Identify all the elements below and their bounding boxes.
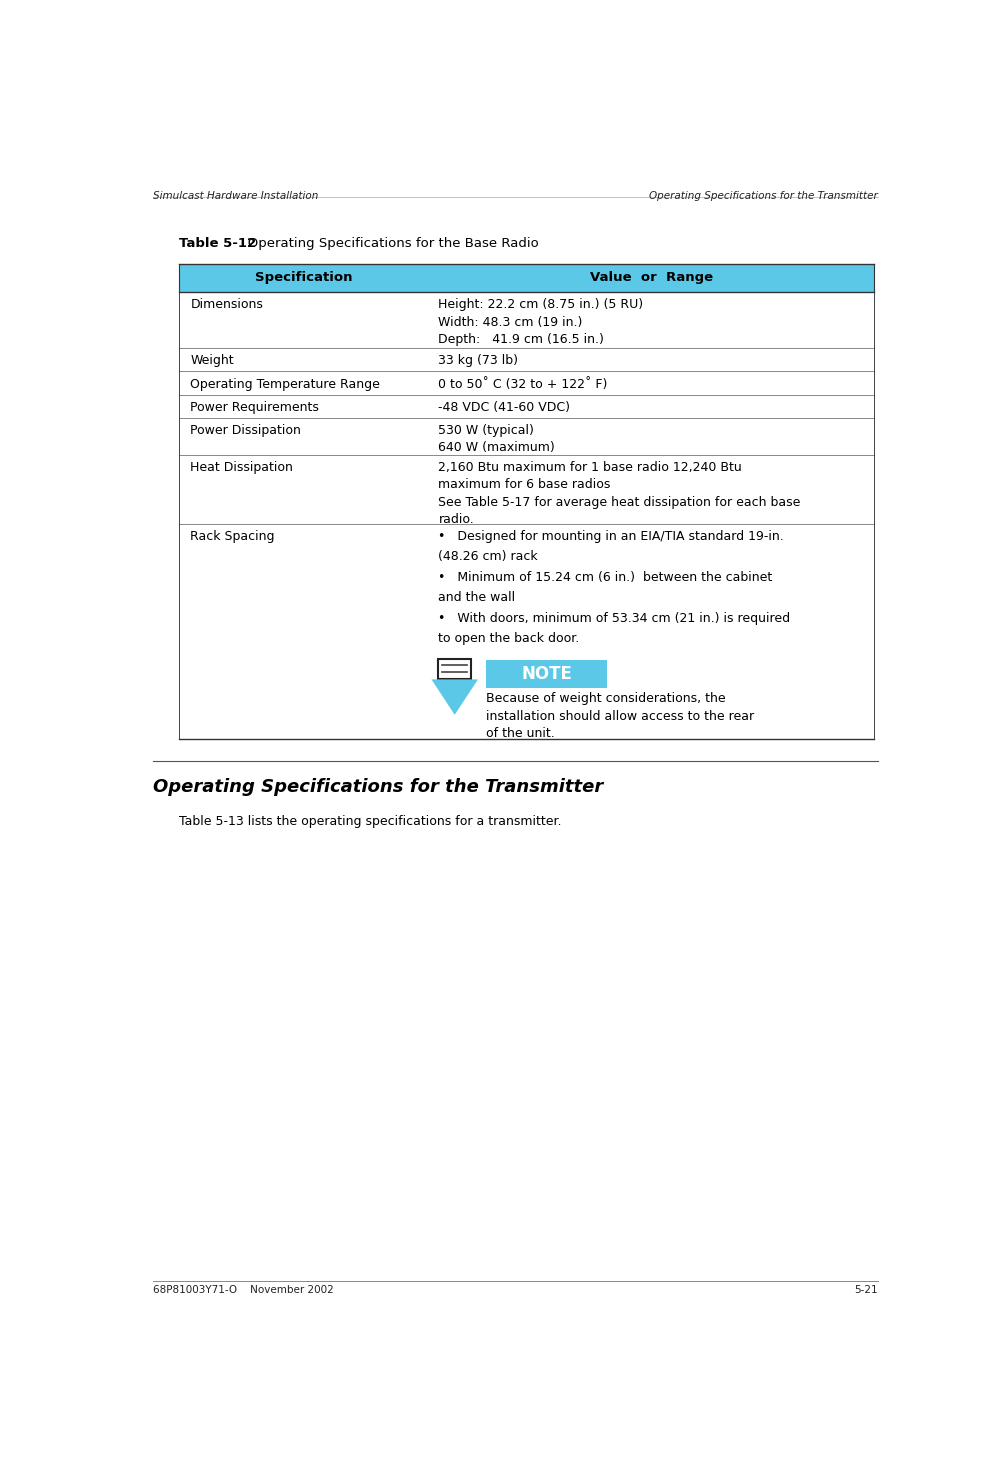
Text: Simulcast Hardware Installation: Simulcast Hardware Installation: [153, 191, 319, 201]
Text: Table 5-13 lists the operating specifications for a transmitter.: Table 5-13 lists the operating specifica…: [179, 814, 561, 828]
FancyBboxPatch shape: [179, 293, 874, 349]
FancyBboxPatch shape: [487, 661, 607, 687]
Text: 5-21: 5-21: [854, 1284, 878, 1295]
Text: Value  or  Range: Value or Range: [591, 272, 713, 284]
Text: •   Designed for mounting in an EIA/TIA standard 19-in.: • Designed for mounting in an EIA/TIA st…: [439, 531, 785, 542]
Text: Operating Specifications for the Base Radio: Operating Specifications for the Base Ra…: [234, 238, 538, 250]
FancyBboxPatch shape: [179, 263, 874, 293]
Text: (48.26 cm) rack: (48.26 cm) rack: [439, 550, 538, 563]
Text: 2,160 Btu maximum for 1 base radio 12,240 Btu
maximum for 6 base radios
See Tabl: 2,160 Btu maximum for 1 base radio 12,24…: [439, 461, 801, 526]
Text: Because of weight considerations, the
installation should allow access to the re: Because of weight considerations, the in…: [487, 693, 754, 740]
Text: Operating Specifications for the Transmitter: Operating Specifications for the Transmi…: [649, 191, 878, 201]
Text: Operating Temperature Range: Operating Temperature Range: [190, 377, 380, 390]
Text: NOTE: NOTE: [521, 665, 572, 683]
Text: Dimensions: Dimensions: [190, 299, 264, 312]
Text: Power Dissipation: Power Dissipation: [190, 424, 301, 437]
Text: 33 kg (73 lb): 33 kg (73 lb): [439, 355, 518, 368]
FancyBboxPatch shape: [179, 395, 874, 418]
Text: and the wall: and the wall: [439, 591, 515, 605]
FancyBboxPatch shape: [179, 455, 874, 523]
FancyBboxPatch shape: [179, 371, 874, 395]
Text: Height: 22.2 cm (8.75 in.) (5 RU)
Width: 48.3 cm (19 in.)
Depth:   41.9 cm (16.5: Height: 22.2 cm (8.75 in.) (5 RU) Width:…: [439, 299, 644, 346]
Text: Rack Spacing: Rack Spacing: [190, 531, 275, 542]
Text: 0 to 50˚ C (32 to + 122˚ F): 0 to 50˚ C (32 to + 122˚ F): [439, 377, 608, 390]
Text: 68P81003Y71-O    November 2002: 68P81003Y71-O November 2002: [153, 1284, 334, 1295]
FancyBboxPatch shape: [179, 418, 874, 455]
Text: •   With doors, minimum of 53.34 cm (21 in.) is required: • With doors, minimum of 53.34 cm (21 in…: [439, 612, 791, 625]
FancyBboxPatch shape: [179, 523, 874, 739]
FancyBboxPatch shape: [179, 349, 874, 371]
Text: Specification: Specification: [256, 272, 353, 284]
Text: Table 5-12: Table 5-12: [179, 238, 256, 250]
Polygon shape: [432, 680, 478, 715]
FancyBboxPatch shape: [439, 659, 471, 680]
Text: Power Requirements: Power Requirements: [190, 401, 319, 414]
Text: Weight: Weight: [190, 355, 234, 368]
Text: 530 W (typical)
640 W (maximum): 530 W (typical) 640 W (maximum): [439, 424, 555, 454]
Text: Operating Specifications for the Transmitter: Operating Specifications for the Transmi…: [153, 777, 604, 797]
Text: Heat Dissipation: Heat Dissipation: [190, 461, 294, 474]
Text: -48 VDC (41-60 VDC): -48 VDC (41-60 VDC): [439, 401, 570, 414]
Text: to open the back door.: to open the back door.: [439, 633, 579, 644]
Text: •   Minimum of 15.24 cm (6 in.)  between the cabinet: • Minimum of 15.24 cm (6 in.) between th…: [439, 571, 773, 584]
